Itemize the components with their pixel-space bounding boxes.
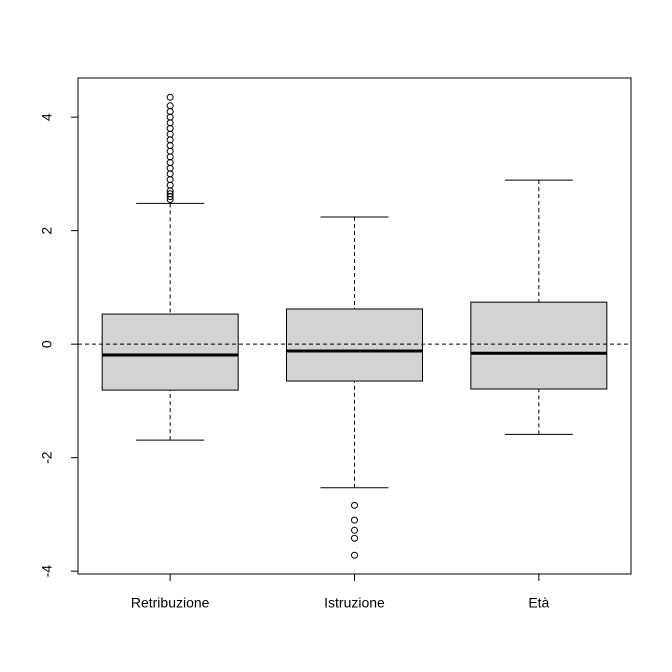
outlier (351, 516, 358, 524)
outlier (166, 176, 174, 184)
y-tick-label: 2 (39, 227, 55, 235)
outlier (166, 113, 174, 121)
outlier (166, 107, 174, 115)
outlier (166, 93, 174, 101)
outlier (166, 153, 174, 161)
outlier (351, 526, 358, 534)
outlier (166, 125, 174, 133)
outlier (166, 170, 174, 178)
outlier (166, 142, 174, 150)
x-tick-label: Retribuzione (131, 595, 210, 611)
outlier (166, 130, 174, 138)
outlier (166, 181, 174, 189)
outlier (166, 136, 174, 144)
y-tick-label: 4 (39, 113, 55, 121)
outlier (166, 159, 174, 167)
outlier (351, 501, 358, 509)
y-tick-label: 0 (39, 340, 55, 348)
outlier (351, 551, 358, 559)
outlier (166, 164, 174, 172)
box (101, 313, 239, 391)
outlier (166, 102, 174, 110)
box (286, 308, 423, 382)
outlier (351, 534, 358, 542)
x-tick-label: Età (528, 595, 549, 611)
y-tick-label: -4 (39, 565, 55, 578)
x-tick-label: Istruzione (324, 595, 385, 611)
y-tick-label: -2 (39, 451, 55, 464)
box (470, 301, 608, 390)
outlier (166, 119, 174, 127)
outlier (166, 147, 174, 155)
outlier (166, 190, 174, 198)
